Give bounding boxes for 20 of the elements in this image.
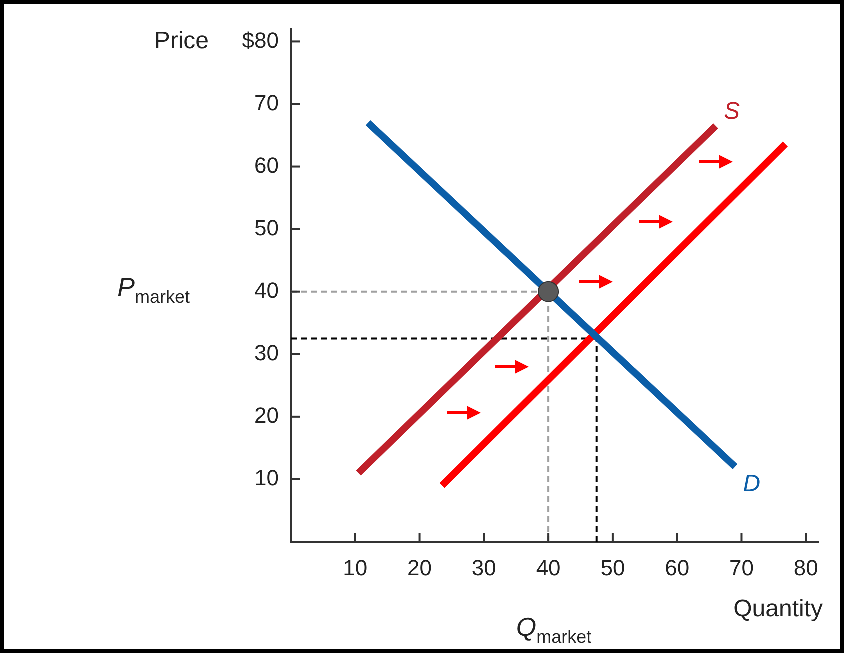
y-tick-label: 20 xyxy=(254,402,279,428)
y-tick-label: 50 xyxy=(254,215,279,240)
y-tick-label: 30 xyxy=(254,340,279,366)
y-tick-label: $80 xyxy=(242,28,279,53)
y-tick-label: 40 xyxy=(254,278,279,303)
x-tick-label: 70 xyxy=(729,555,754,580)
y-axis-title: Price xyxy=(154,27,209,54)
x-tick-label: 20 xyxy=(408,555,432,580)
x-tick-label: 50 xyxy=(600,555,626,580)
x-tick-label: 80 xyxy=(794,555,818,580)
x-tick-label: 40 xyxy=(536,555,561,580)
x-tick-label: 30 xyxy=(472,555,496,580)
x-axis-title: Quantity xyxy=(734,596,823,623)
x-tick-label: 60 xyxy=(665,555,690,580)
series-label: D xyxy=(743,470,761,498)
series-label: S xyxy=(724,98,740,125)
y-tick-label: 10 xyxy=(254,466,279,491)
y-tick-label: 70 xyxy=(254,90,279,116)
y-tick-label: 60 xyxy=(254,152,279,178)
x-tick-label: 10 xyxy=(343,555,368,580)
